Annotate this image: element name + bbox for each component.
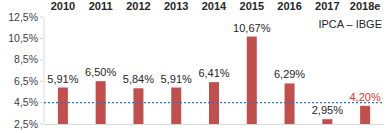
bar	[171, 88, 181, 124]
bar	[322, 119, 332, 124]
y-tick-label: 4,5%	[14, 96, 38, 108]
bar	[247, 37, 257, 124]
y-tick	[40, 38, 43, 39]
y-tick-label: 10,5%	[8, 32, 38, 44]
y-tick	[40, 17, 43, 18]
x-tick-label: 2011	[89, 0, 113, 12]
bars	[44, 37, 384, 124]
data-label: 10,67%	[233, 22, 271, 34]
target-line	[44, 102, 384, 103]
x-tick-label: 2017	[315, 0, 339, 12]
y-tick	[40, 81, 43, 82]
bar	[133, 88, 143, 124]
data-label: 6,50%	[85, 66, 116, 78]
data-label: 4,20%	[350, 91, 381, 103]
y-tick	[40, 59, 43, 60]
x-tick-label: 2016	[277, 0, 301, 12]
y-tick-label: 2,5%	[14, 118, 38, 130]
data-label: 6,41%	[198, 67, 229, 79]
x-tick-label: 2018e	[350, 0, 381, 12]
x-tick-label: 2012	[126, 0, 150, 12]
x-tick-label: 2015	[240, 0, 264, 12]
x-tick-label: 2010	[51, 0, 75, 12]
y-tick-label: 8,5%	[14, 53, 38, 65]
data-label: 5,91%	[47, 73, 78, 85]
data-label: 6,29%	[274, 68, 305, 80]
y-tick	[40, 102, 43, 103]
bar	[285, 83, 295, 124]
data-label: 5,84%	[123, 73, 154, 85]
data-label: 5,91%	[161, 73, 192, 85]
y-tick-label: 12,5%	[8, 11, 38, 23]
bar	[360, 106, 370, 124]
y-axis-line	[44, 17, 45, 124]
x-axis-line	[44, 124, 384, 125]
y-tick	[40, 124, 43, 125]
x-tick-label: 2013	[164, 0, 188, 12]
annotation: IPCA – IBGE	[318, 18, 382, 30]
chart: 2,5% 4,5% 6,5% 8,5% 10,5% 12,5% 2010 2011 2012 20…	[0, 0, 386, 133]
bar	[58, 88, 68, 124]
x-tick-label: 2014	[202, 0, 227, 12]
y-tick-label: 6,5%	[14, 75, 38, 87]
data-label: 2,95%	[312, 104, 343, 116]
